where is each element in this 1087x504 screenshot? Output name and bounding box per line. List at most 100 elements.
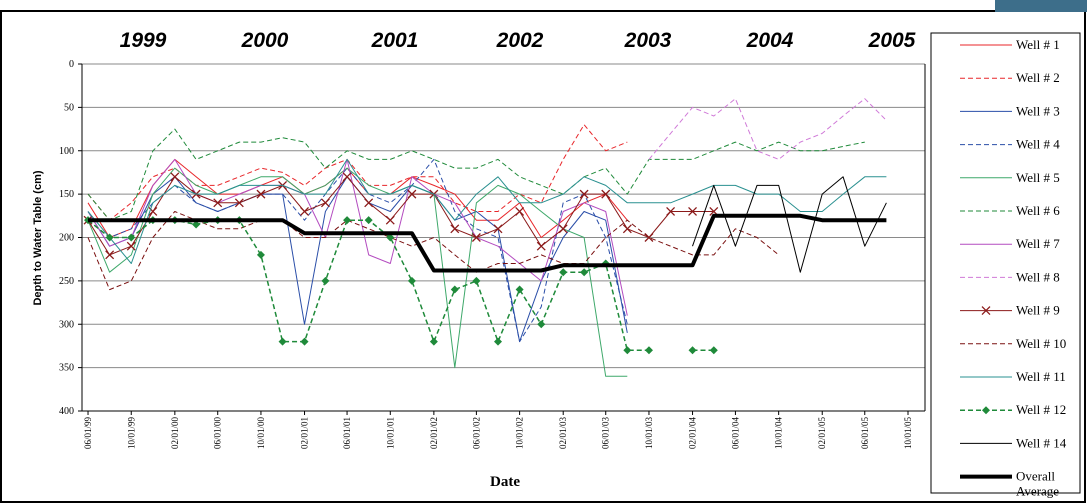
- x-tick-label: 06/01/04: [730, 417, 740, 450]
- legend-label: Well # 14: [1016, 435, 1067, 450]
- year-label: 2001: [371, 29, 419, 52]
- y-tick-label: 350: [59, 363, 74, 374]
- marker-x: [536, 241, 546, 251]
- marker-diamond: [559, 268, 568, 277]
- y-axis-label: Depth to Water Table (cm): [32, 170, 44, 305]
- marker-x: [234, 198, 244, 208]
- x-tick-label: 06/01/00: [213, 417, 223, 450]
- legend-box: [930, 32, 1081, 494]
- marker-x: [666, 207, 676, 216]
- marker-diamond: [494, 337, 503, 346]
- series-line: [87, 158, 628, 343]
- x-tick-label: 10/01/99: [126, 417, 136, 450]
- x-tick-label: 02/01/00: [170, 417, 180, 450]
- marker-diamond: [105, 233, 114, 242]
- x-tick-label: 10/01/03: [644, 417, 654, 450]
- marker-x: [579, 189, 589, 199]
- year-label: 2002: [496, 29, 544, 52]
- marker-diamond: [515, 285, 524, 294]
- marker-x: [300, 207, 309, 216]
- x-tick-label: 10/01/02: [515, 417, 525, 449]
- marker-diamond: [450, 285, 459, 294]
- marker-x: [342, 172, 352, 182]
- marker-x: [622, 224, 632, 234]
- series-line: [648, 98, 887, 160]
- marker-x: [493, 224, 503, 234]
- year-label: 1999: [120, 29, 167, 52]
- year-label: 2005: [868, 29, 916, 52]
- marker-x: [450, 224, 460, 234]
- marker-x: [688, 207, 698, 216]
- x-tick-label: 10/01/05: [903, 417, 913, 450]
- legend-label: Well # 3: [1016, 103, 1060, 118]
- legend-label: Well # 11: [1016, 369, 1066, 384]
- marker-diamond: [300, 337, 309, 346]
- marker-x: [981, 306, 991, 316]
- year-label: 2004: [746, 29, 794, 52]
- marker-x: [148, 207, 158, 216]
- series-line: [87, 158, 628, 238]
- legend-label: Well # 5: [1016, 170, 1060, 185]
- legend-label: Well # 2: [1016, 70, 1060, 85]
- y-tick-label: 200: [59, 233, 74, 244]
- series-line: [87, 219, 714, 352]
- marker-x: [105, 250, 115, 260]
- marker-diamond: [982, 406, 990, 415]
- series-line: [88, 213, 887, 273]
- marker-diamond: [429, 337, 438, 346]
- marker-x: [256, 189, 266, 199]
- marker-diamond: [688, 346, 697, 355]
- series-line: [87, 158, 887, 264]
- x-tick-label: 02/01/05: [817, 417, 827, 450]
- marker-diamond: [709, 346, 718, 355]
- series-line: [87, 158, 628, 316]
- legend-label: Well # 10: [1016, 336, 1066, 351]
- marker-x: [471, 233, 481, 242]
- x-tick-label: 06/01/02: [471, 417, 481, 449]
- marker-x: [515, 207, 525, 216]
- y-tick-label: 400: [59, 406, 74, 417]
- series-line: [87, 128, 865, 221]
- y-tick-label: 0: [69, 59, 74, 70]
- marker-diamond: [364, 216, 373, 225]
- legend-label: Well # 12: [1016, 402, 1066, 417]
- marker-diamond: [127, 233, 136, 242]
- marker-diamond: [537, 320, 546, 329]
- x-tick-label: 02/01/03: [558, 417, 568, 450]
- series-line: [87, 167, 628, 377]
- y-tick-label: 50: [64, 102, 74, 113]
- marker-x: [126, 241, 136, 251]
- legend-label: Well # 9: [1016, 303, 1060, 318]
- marker-x: [601, 189, 611, 199]
- x-tick-label: 10/01/01: [385, 417, 395, 449]
- y-tick-label: 150: [59, 189, 74, 200]
- y-tick-label: 100: [59, 146, 74, 157]
- year-label: 2003: [624, 29, 672, 52]
- marker-diamond: [256, 250, 265, 259]
- marker-diamond: [580, 268, 589, 277]
- marker-diamond: [407, 276, 416, 285]
- marker-diamond: [278, 337, 287, 346]
- marker-diamond: [623, 346, 632, 355]
- legend-label: Overall Average: [1016, 469, 1059, 499]
- y-tick-label: 300: [59, 319, 74, 330]
- marker-diamond: [644, 346, 653, 355]
- x-tick-label: 10/01/04: [774, 417, 784, 450]
- year-label: 2000: [241, 29, 289, 52]
- marker-x: [320, 198, 330, 208]
- marker-diamond: [386, 233, 395, 242]
- corner-tab: [995, 0, 1087, 12]
- marker-diamond: [343, 216, 352, 225]
- series-line: [692, 176, 887, 273]
- marker-diamond: [321, 276, 330, 285]
- x-tick-label: 06/01/05: [860, 417, 870, 450]
- y-tick-label: 250: [59, 276, 74, 287]
- series-line: [87, 176, 628, 343]
- marker-x: [170, 172, 180, 182]
- x-tick-label: 06/01/01: [342, 417, 352, 449]
- x-axis-label: Date: [490, 474, 520, 490]
- marker-x: [364, 198, 374, 208]
- marker-x: [385, 215, 395, 225]
